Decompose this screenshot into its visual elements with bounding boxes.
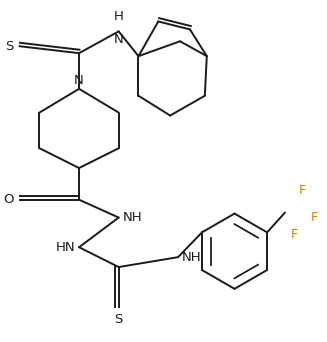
Text: N: N (114, 34, 124, 47)
Text: NH: NH (123, 211, 142, 224)
Text: HN: HN (56, 241, 75, 254)
Text: S: S (5, 40, 14, 53)
Text: S: S (114, 313, 123, 326)
Text: N: N (74, 74, 84, 87)
Text: NH: NH (182, 251, 202, 264)
Text: F: F (311, 211, 318, 224)
Text: F: F (291, 228, 299, 241)
Text: O: O (3, 193, 14, 206)
Text: H: H (114, 11, 124, 24)
Text: F: F (299, 184, 306, 197)
